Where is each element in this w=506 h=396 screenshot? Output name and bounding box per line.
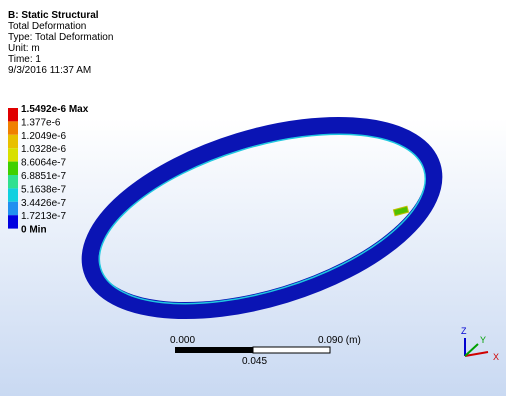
- legend-swatch: [8, 188, 18, 201]
- legend-swatch: [8, 202, 18, 215]
- viewport: B: Static Structural Total Deformation T…: [0, 0, 506, 396]
- legend-swatch: [8, 108, 18, 121]
- legend-label: 1.7213e-7: [21, 211, 66, 222]
- legend-label: 0 Min: [21, 225, 47, 236]
- scale-bar-black: [175, 347, 253, 353]
- info-line: Type: Total Deformation: [8, 32, 113, 43]
- info-line: Unit: m: [8, 43, 40, 54]
- scale-end: 0.090 (m): [318, 335, 361, 346]
- info-line: 9/3/2016 11:37 AM: [8, 65, 91, 76]
- triad-y: Y: [480, 335, 486, 345]
- info-line: Total Deformation: [8, 21, 86, 32]
- hotspot: [393, 206, 408, 215]
- legend-swatch: [8, 215, 18, 228]
- legend-label: 1.377e-6: [21, 117, 61, 128]
- legend-label: 5.1638e-7: [21, 184, 66, 195]
- scale-middle: 0.045: [242, 356, 267, 367]
- scale-bar-white: [253, 347, 330, 353]
- info-line: Time: 1: [8, 54, 41, 65]
- logo: ANSYS: [425, 27, 494, 49]
- title: B: Static Structural: [8, 10, 99, 21]
- legend-swatch: [8, 135, 18, 148]
- ring: [68, 89, 455, 346]
- legend-label: 1.2049e-6: [21, 131, 66, 142]
- legend-label: 3.4426e-7: [21, 198, 66, 209]
- legend: 1.5492e-6 Max 1.377e-6 1.2049e-6 1.0328e-6 8…: [8, 104, 89, 236]
- axis-triad: Z Y X: [461, 326, 499, 362]
- legend-swatch: [8, 175, 18, 188]
- scale-start: 0.000: [170, 335, 195, 346]
- legend-swatch: [8, 121, 18, 134]
- legend-swatch: [8, 162, 18, 175]
- legend-label: 6.8851e-7: [21, 171, 66, 182]
- ring-model: [68, 89, 455, 346]
- logo-version: R15.0: [462, 47, 494, 61]
- legend-label: 1.0328e-6: [21, 144, 66, 155]
- legend-label: 1.5492e-6 Max: [21, 104, 89, 115]
- legend-swatch: [8, 148, 18, 161]
- triad-x: X: [493, 352, 499, 362]
- scene: B: Static Structural Total Deformation T…: [0, 0, 506, 396]
- legend-label: 8.6064e-7: [21, 158, 66, 169]
- triad-z: Z: [461, 326, 467, 336]
